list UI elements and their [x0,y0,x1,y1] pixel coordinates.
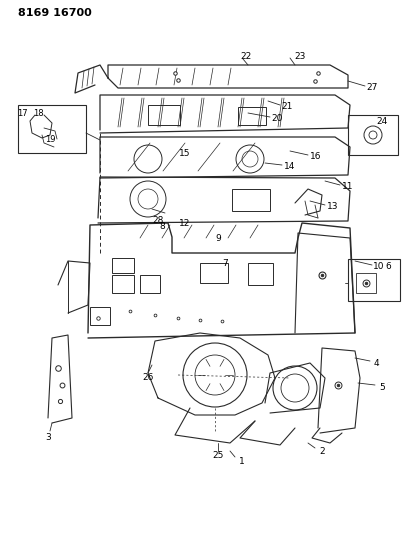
Bar [148,105,180,125]
Text: 12: 12 [179,219,190,228]
Text: 10: 10 [372,262,384,271]
Text: 8: 8 [159,222,164,230]
Text: 7: 7 [222,259,227,268]
Text: 11: 11 [342,182,353,190]
Bar [200,263,227,283]
Text: 5: 5 [378,383,384,392]
Bar [347,259,399,301]
Bar [112,258,134,273]
Text: 9: 9 [215,233,220,243]
Text: 2: 2 [319,447,324,456]
Bar [112,275,134,293]
Bar [90,307,110,325]
Text: 14: 14 [283,161,295,171]
Bar [139,275,160,293]
Bar [355,273,375,293]
Bar [237,107,265,125]
Text: 19: 19 [45,134,55,143]
Text: 8169 16700: 8169 16700 [18,8,92,18]
Text: 13: 13 [326,201,338,211]
Bar [347,115,397,155]
Text: 23: 23 [294,52,305,61]
Text: 27: 27 [365,83,377,92]
Text: 26: 26 [142,374,153,383]
Text: 4: 4 [372,359,378,367]
Text: 24: 24 [375,117,387,125]
Text: 22: 22 [240,52,251,61]
Bar [18,105,86,153]
Text: 18: 18 [33,109,43,117]
Text: 17: 17 [17,109,27,117]
Bar [231,189,270,211]
Text: 25: 25 [212,451,223,461]
Text: 3: 3 [45,432,51,441]
Text: 1: 1 [238,456,244,465]
Text: 28: 28 [152,215,163,224]
Text: 15: 15 [179,149,190,157]
Bar [247,263,272,285]
Text: 20: 20 [271,114,282,123]
Text: 21: 21 [281,101,292,110]
Text: 16: 16 [310,151,321,160]
Text: 6: 6 [384,262,390,271]
